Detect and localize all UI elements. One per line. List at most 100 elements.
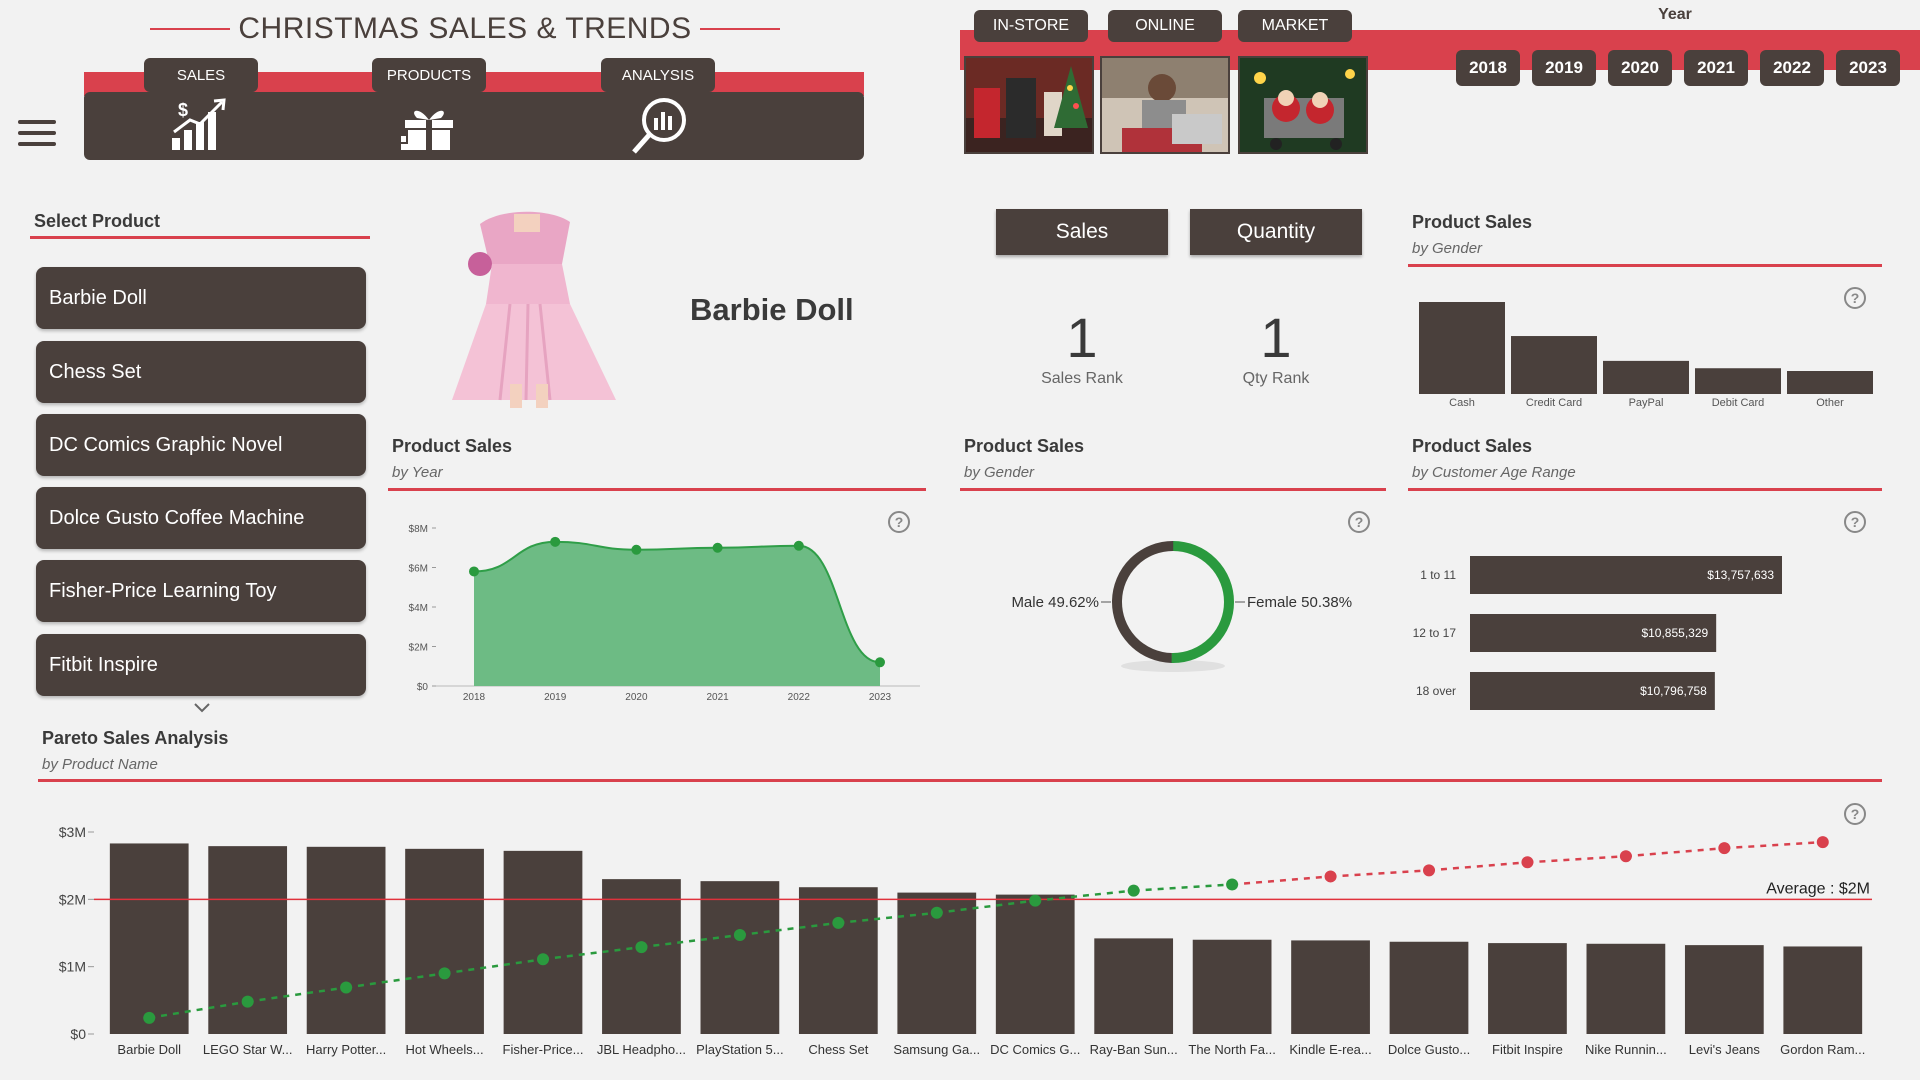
pareto-bar bbox=[995, 894, 1075, 1034]
qty-rank-label: Qty Rank bbox=[1242, 370, 1310, 387]
pareto-average-label: Average : $2M bbox=[1766, 880, 1870, 897]
pareto-x-tick-label: Hot Wheels... bbox=[406, 1042, 484, 1057]
payment-bar bbox=[1419, 302, 1505, 394]
gender-help-icon[interactable]: ? bbox=[1348, 511, 1370, 533]
year-button-2018[interactable]: 2018 bbox=[1456, 50, 1520, 86]
gender-shadow bbox=[1121, 660, 1225, 672]
product-button-fisher-price[interactable]: Fisher-Price Learning Toy bbox=[36, 560, 366, 622]
product-button-fitbit[interactable]: Fitbit Inspire bbox=[36, 634, 366, 696]
pareto-cumulative-segment bbox=[1527, 854, 1626, 864]
gender-card-rule bbox=[960, 488, 1386, 491]
year-y-tick-label: $4M bbox=[409, 603, 428, 614]
product-button-dc-comics[interactable]: DC Comics Graphic Novel bbox=[36, 414, 366, 476]
pareto-cumulative-point bbox=[1521, 856, 1534, 869]
gender-card-subtitle: by Gender bbox=[964, 464, 1035, 481]
title-rule-left bbox=[150, 28, 231, 30]
pareto-cumulative-segment bbox=[936, 899, 1036, 915]
year-button-2022[interactable]: 2022 bbox=[1760, 50, 1824, 86]
year-button-2020[interactable]: 2020 bbox=[1608, 50, 1672, 86]
year-point bbox=[875, 657, 885, 668]
pareto-cumulative-point bbox=[438, 967, 451, 980]
pareto-card-rule bbox=[38, 779, 1882, 782]
payment-tick-label: Credit Card bbox=[1526, 397, 1582, 409]
pareto-cumulative-segment bbox=[542, 945, 642, 961]
product-button-chess-set[interactable]: Chess Set bbox=[36, 341, 366, 403]
age-help-icon[interactable]: ? bbox=[1844, 511, 1866, 533]
pareto-bar bbox=[700, 881, 780, 1034]
year-area-chart: $0 $2M $4M $6M $8M 2018 2019 2020 2021 2022 2023 bbox=[409, 524, 920, 703]
year-y-tick-label: $2M bbox=[409, 643, 428, 654]
year-button-2023[interactable]: 2023 bbox=[1836, 50, 1900, 86]
pareto-bar bbox=[306, 846, 386, 1034]
pareto-cumulative-segment bbox=[149, 1000, 248, 1020]
sales-toggle-button[interactable]: Sales bbox=[996, 209, 1168, 255]
in-store-image[interactable] bbox=[964, 56, 1094, 154]
sales-chart-icon[interactable]: $ bbox=[168, 94, 232, 158]
year-button-2021[interactable]: 2021 bbox=[1684, 50, 1748, 86]
payment-tick-label: Other bbox=[1816, 397, 1844, 409]
pareto-cumulative-segment bbox=[1232, 875, 1331, 886]
payment-card-rule bbox=[1408, 264, 1882, 267]
pareto-bar bbox=[1783, 946, 1863, 1034]
tab-analysis[interactable]: ANALYSIS bbox=[601, 58, 715, 92]
pareto-x-tick-label: Harry Potter... bbox=[306, 1042, 386, 1057]
year-point bbox=[793, 540, 804, 551]
tab-online[interactable]: ONLINE bbox=[1108, 10, 1222, 42]
pareto-x-tick-label: DC Comics G... bbox=[990, 1042, 1080, 1057]
page-title: CHRISTMAS SALES & TRENDS bbox=[238, 12, 692, 45]
tab-market[interactable]: MARKET bbox=[1238, 10, 1352, 42]
payment-help-icon[interactable]: ? bbox=[1844, 287, 1866, 309]
selected-product-name: Barbie Doll bbox=[690, 292, 854, 327]
product-button-barbie-doll[interactable]: Barbie Doll bbox=[36, 267, 366, 329]
year-y-tick-label: $0 bbox=[417, 682, 429, 693]
year-area bbox=[474, 541, 880, 686]
pareto-bar bbox=[1684, 945, 1764, 1034]
age-card-rule bbox=[1408, 488, 1882, 491]
pareto-cumulative-point bbox=[1816, 836, 1829, 849]
pareto-help-icon[interactable]: ? bbox=[1844, 803, 1866, 825]
pareto-x-tick-label: Levi's Jeans bbox=[1689, 1042, 1761, 1057]
pareto-cumulative-point bbox=[1718, 842, 1731, 855]
year-help-icon[interactable]: ? bbox=[888, 511, 910, 533]
pareto-bar bbox=[1192, 939, 1272, 1034]
payment-bar bbox=[1695, 368, 1781, 394]
tab-sales[interactable]: SALES bbox=[144, 58, 258, 92]
payment-bar bbox=[1511, 336, 1597, 394]
pareto-cumulative-point bbox=[1029, 894, 1042, 907]
tab-products[interactable]: PRODUCTS bbox=[372, 58, 486, 92]
pareto-x-tick-label: Ray-Ban Sun... bbox=[1090, 1042, 1178, 1057]
magnifier-chart-icon[interactable] bbox=[628, 94, 692, 158]
age-bar bbox=[1470, 556, 1782, 594]
menu-icon[interactable] bbox=[18, 118, 58, 148]
pareto-cumulative-point bbox=[1619, 850, 1632, 863]
pareto-y-tick-label: $1M bbox=[59, 959, 86, 975]
market-image[interactable] bbox=[1238, 56, 1368, 154]
age-card-title: Product Sales bbox=[1412, 436, 1533, 456]
pareto-cumulative-segment bbox=[739, 921, 839, 937]
year-x-tick-label: 2019 bbox=[544, 692, 567, 703]
age-data-label: $13,757,633 bbox=[1707, 568, 1774, 582]
pareto-x-tick-label: Gordon Ram... bbox=[1780, 1042, 1865, 1057]
pareto-x-tick-label: JBL Headpho... bbox=[597, 1042, 686, 1057]
pareto-cumulative-point bbox=[930, 906, 943, 919]
product-button-dolce-gusto[interactable]: Dolce Gusto Coffee Machine bbox=[36, 487, 366, 549]
pareto-x-tick-label: PlayStation 5... bbox=[696, 1042, 783, 1057]
payment-bar bbox=[1603, 360, 1689, 394]
pareto-x-tick-label: The North Fa... bbox=[1188, 1042, 1275, 1057]
pareto-x-tick-label: Nike Runnin... bbox=[1585, 1042, 1667, 1057]
chevron-down-icon[interactable] bbox=[190, 698, 214, 718]
year-filter-label: Year bbox=[1658, 6, 1692, 23]
pareto-cumulative-point bbox=[537, 953, 549, 966]
tab-in-store[interactable]: IN-STORE bbox=[974, 10, 1088, 42]
age-bar bbox=[1470, 614, 1717, 652]
gift-icon[interactable] bbox=[397, 94, 461, 158]
pareto-card-title: Pareto Sales Analysis bbox=[42, 728, 229, 748]
quantity-toggle-button[interactable]: Quantity bbox=[1190, 209, 1362, 255]
age-category-label: 18 over bbox=[1416, 684, 1456, 698]
title-rule-right bbox=[699, 28, 780, 30]
year-button-2019[interactable]: 2019 bbox=[1532, 50, 1596, 86]
pareto-cumulative-point bbox=[1423, 864, 1435, 877]
pareto-x-tick-label: Kindle E-rea... bbox=[1289, 1042, 1371, 1057]
online-image[interactable] bbox=[1100, 56, 1230, 154]
pareto-bar bbox=[1389, 941, 1469, 1034]
